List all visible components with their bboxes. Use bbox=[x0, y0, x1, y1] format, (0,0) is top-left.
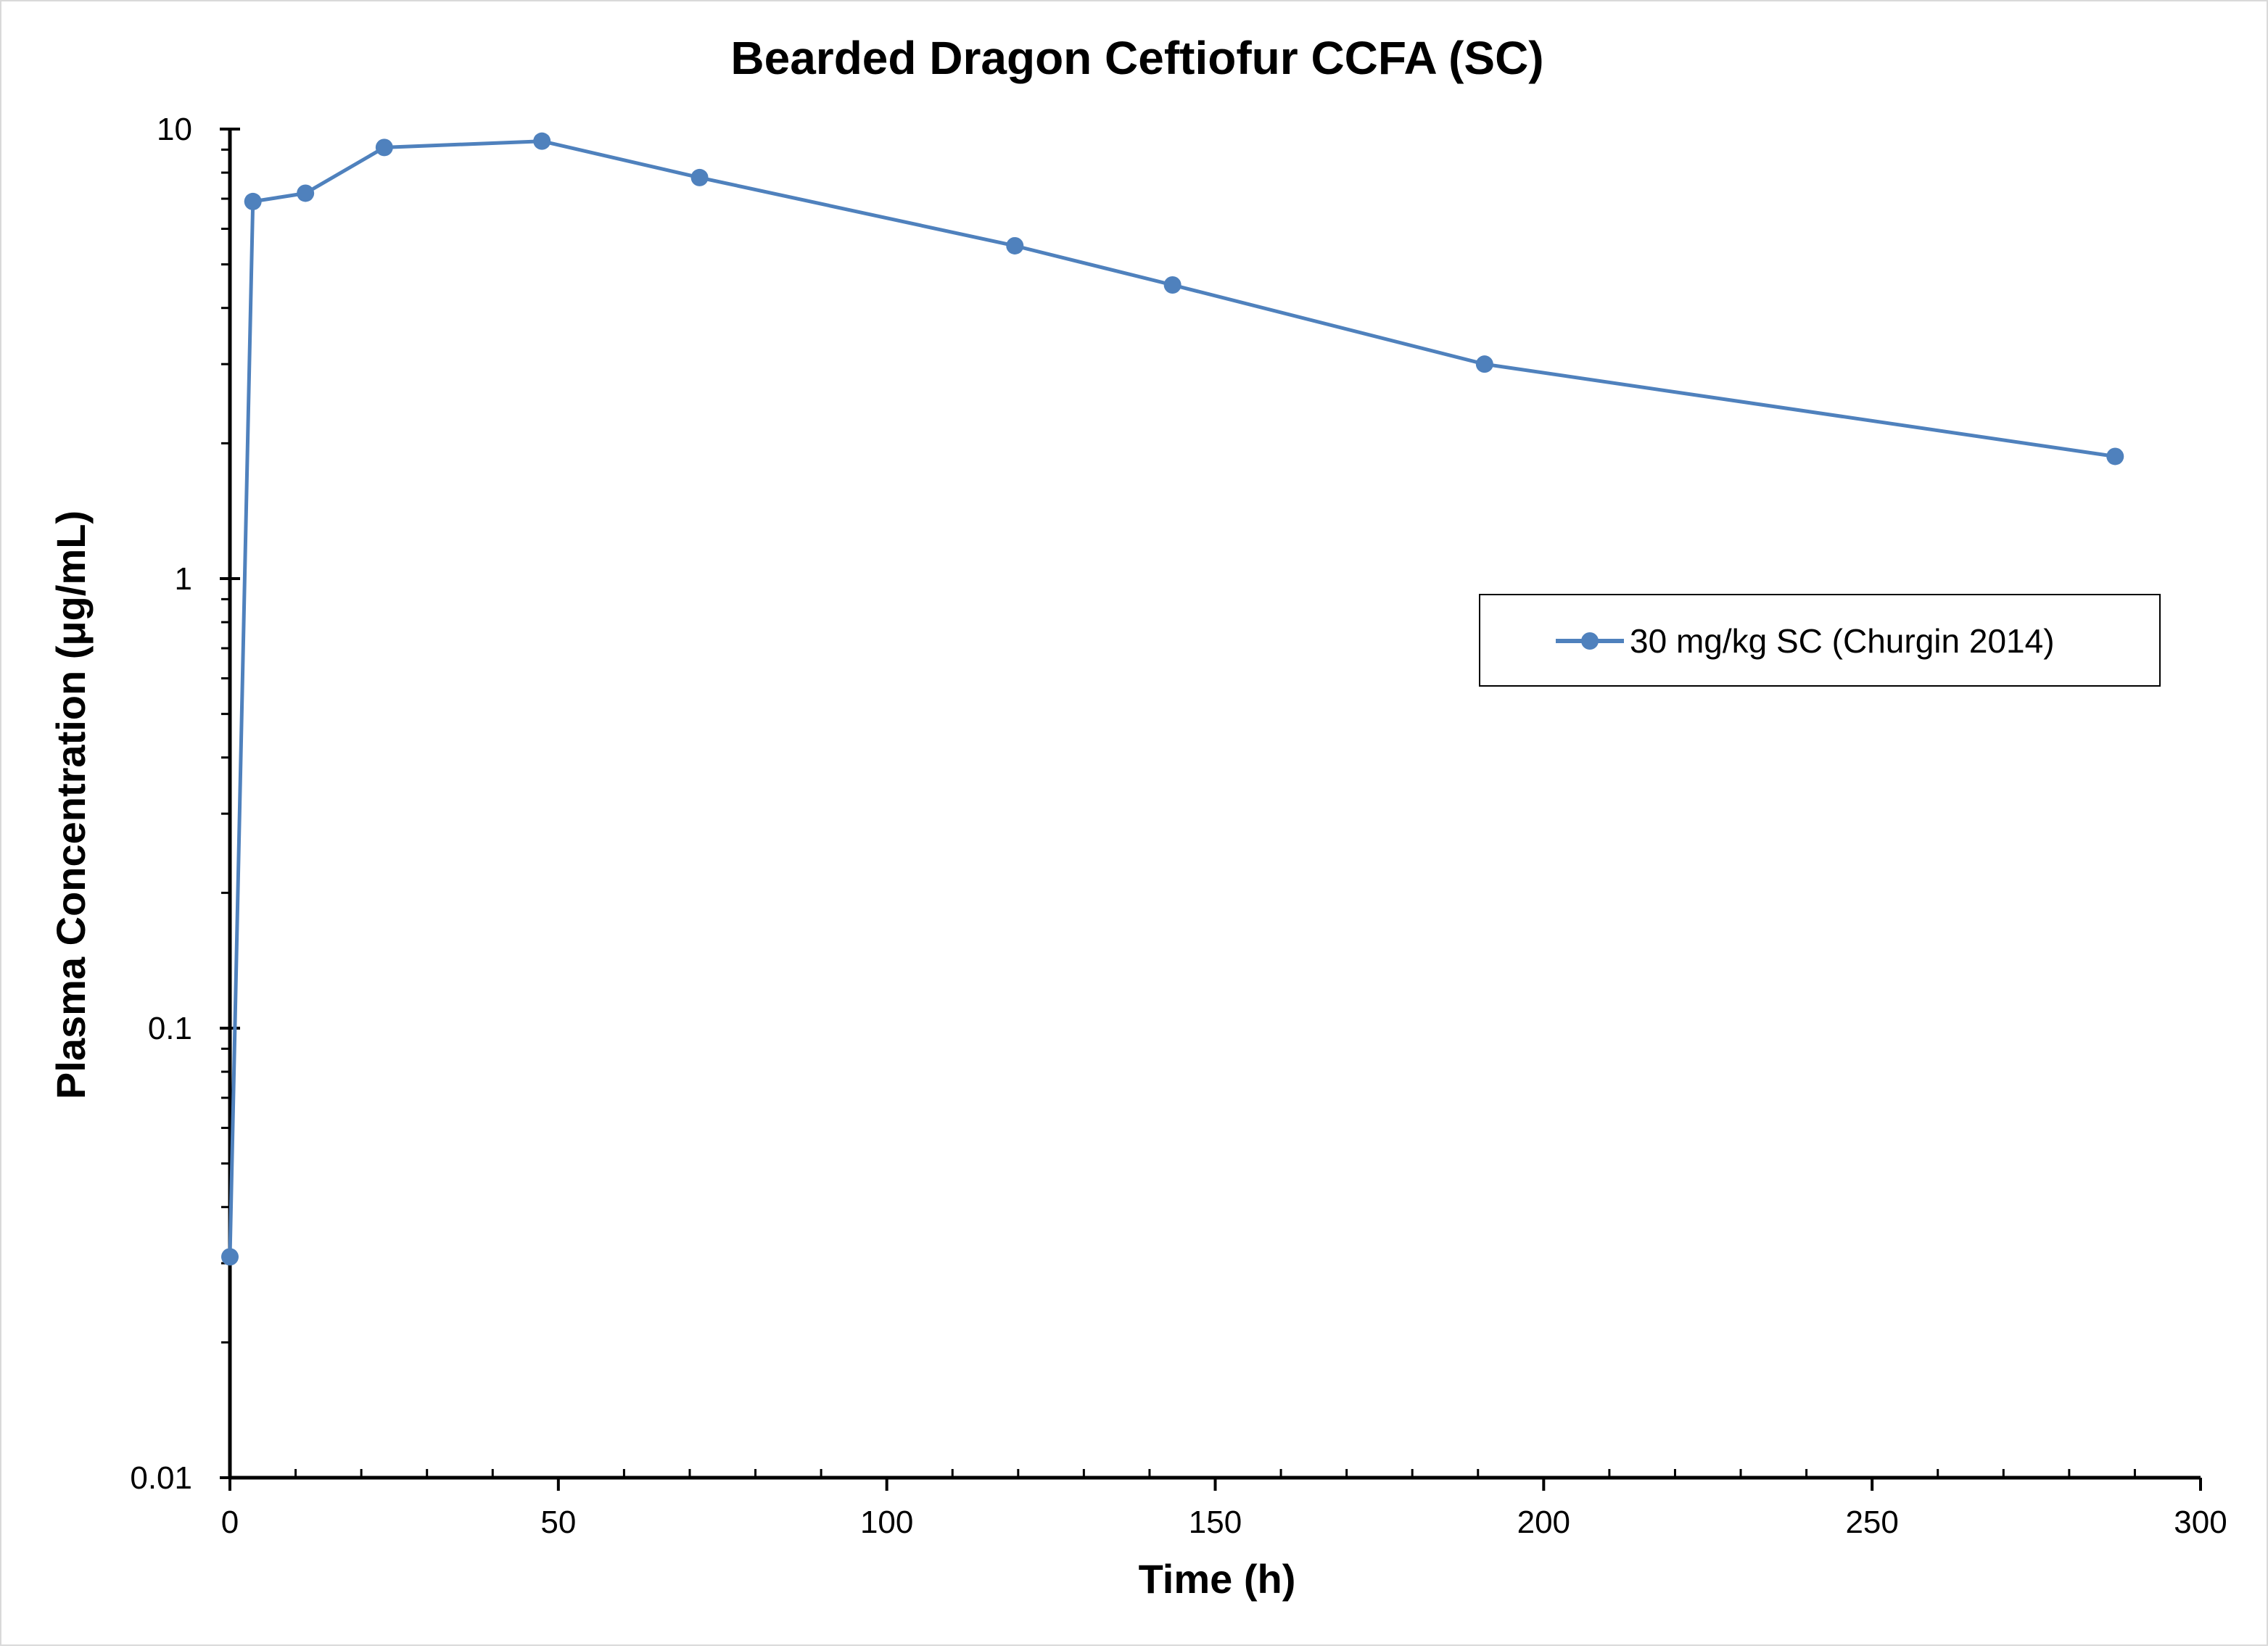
x-tick-label: 150 bbox=[1189, 1505, 1242, 1540]
x-tick-label: 100 bbox=[860, 1505, 913, 1540]
data-point bbox=[221, 1248, 239, 1266]
legend: 30 mg/kg SC (Churgin 2014) bbox=[1479, 594, 2161, 687]
y-tick-label: 10 bbox=[157, 112, 192, 147]
x-tick-label: 300 bbox=[2174, 1505, 2227, 1540]
data-point bbox=[690, 168, 709, 186]
data-point bbox=[1006, 236, 1024, 255]
y-axis-title: Plasma Concentration (μg/mL) bbox=[48, 510, 94, 1099]
x-tick-label: 200 bbox=[1517, 1505, 1570, 1540]
x-tick-label: 250 bbox=[1845, 1505, 1898, 1540]
data-point bbox=[1163, 276, 1182, 294]
data-point bbox=[244, 192, 262, 210]
y-tick-label: 1 bbox=[175, 561, 192, 597]
series-line bbox=[228, 139, 2116, 1257]
data-point bbox=[375, 138, 393, 157]
data-point bbox=[297, 184, 315, 202]
x-tick-label: 0 bbox=[221, 1505, 239, 1540]
data-point bbox=[2106, 447, 2124, 465]
x-axis-title: Time (h) bbox=[1139, 1556, 1296, 1602]
data-point bbox=[1475, 355, 1493, 373]
y-tick-label: 0.01 bbox=[130, 1460, 192, 1496]
legend-marker-swatch bbox=[1581, 632, 1599, 650]
x-tick-label: 50 bbox=[540, 1505, 576, 1540]
y-tick-label: 0.1 bbox=[148, 1011, 192, 1046]
legend-label: 30 mg/kg SC (Churgin 2014) bbox=[1630, 622, 2055, 660]
chart-title: Bearded Dragon Ceftiofur CCFA (SC) bbox=[730, 32, 1543, 84]
data-point bbox=[533, 132, 551, 150]
